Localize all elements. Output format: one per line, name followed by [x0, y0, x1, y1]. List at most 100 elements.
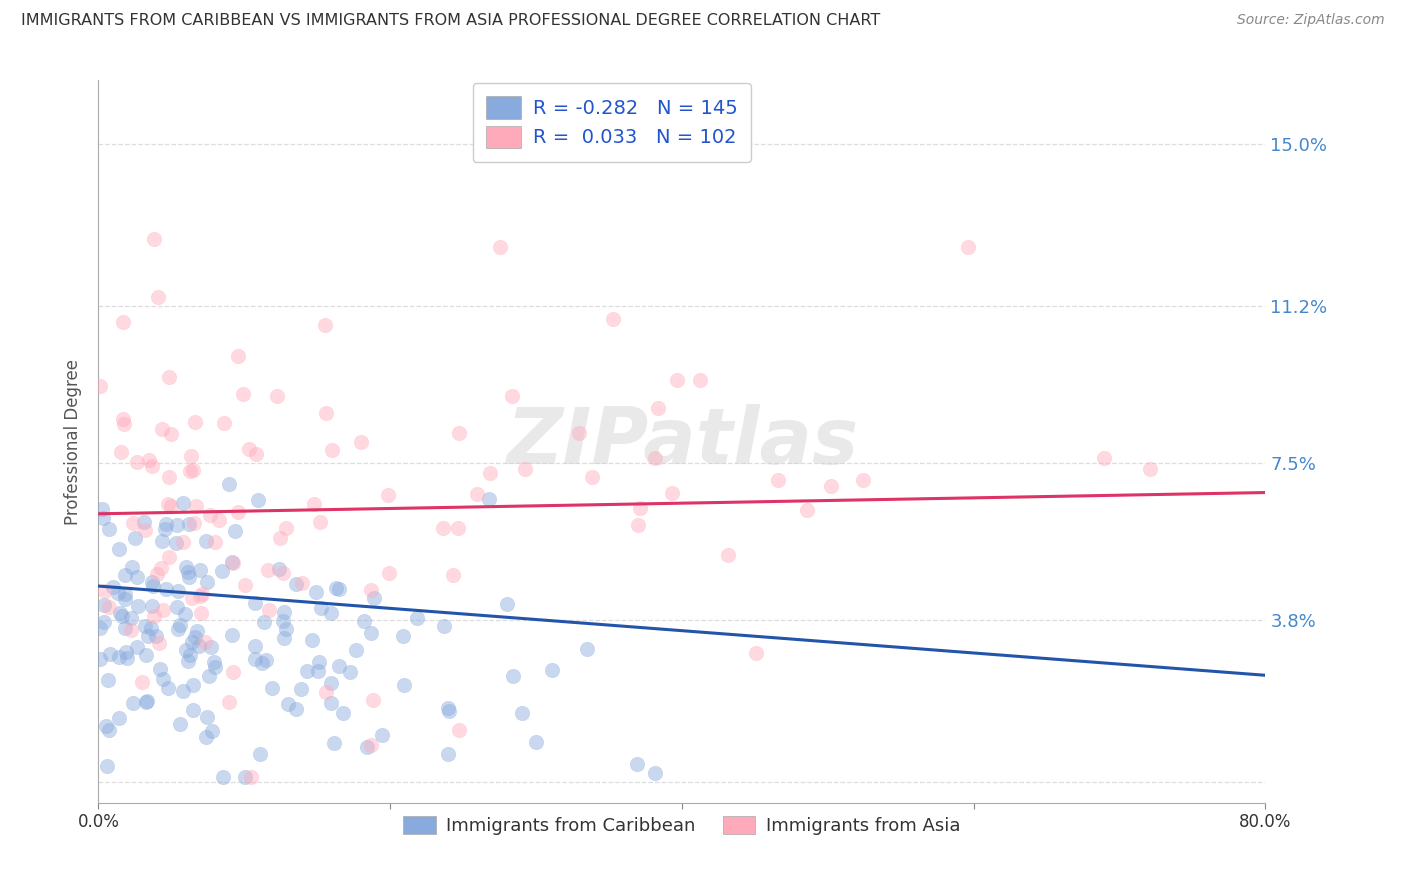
- Point: [269, 532, 291, 546]
- Point: [179, 516, 201, 531]
- Point: [155, 517, 177, 532]
- Point: [181, 678, 204, 692]
- Point: [325, 581, 347, 595]
- Point: [627, 518, 650, 533]
- Point: [122, 696, 145, 710]
- Point: [180, 635, 202, 649]
- Point: [391, 629, 413, 643]
- Point: [112, 315, 135, 329]
- Point: [125, 455, 148, 469]
- Point: [513, 462, 536, 476]
- Point: [165, 535, 187, 549]
- Point: [222, 556, 245, 570]
- Point: [186, 624, 208, 638]
- Point: [581, 469, 603, 483]
- Point: [360, 738, 382, 752]
- Point: [488, 240, 510, 254]
- Point: [378, 566, 401, 581]
- Point: [1092, 451, 1115, 466]
- Point: [134, 523, 156, 537]
- Point: [339, 665, 361, 680]
- Point: [117, 651, 139, 665]
- Point: [360, 583, 382, 598]
- Point: [449, 425, 471, 440]
- Point: [149, 561, 172, 575]
- Point: [96, 758, 118, 772]
- Point: [249, 747, 271, 761]
- Text: IMMIGRANTS FROM CARIBBEAN VS IMMIGRANTS FROM ASIA PROFESSIONAL DEGREE CORRELATIO: IMMIGRANTS FROM CARIBBEAN VS IMMIGRANTS …: [21, 13, 880, 29]
- Point: [150, 422, 173, 436]
- Point: [689, 373, 711, 387]
- Point: [371, 728, 394, 742]
- Point: [266, 389, 288, 403]
- Point: [89, 378, 111, 392]
- Point: [190, 606, 212, 620]
- Point: [114, 591, 136, 606]
- Point: [626, 756, 648, 771]
- Point: [181, 591, 204, 606]
- Point: [377, 488, 399, 502]
- Point: [353, 614, 375, 628]
- Point: [226, 505, 249, 519]
- Point: [238, 442, 260, 456]
- Point: [98, 723, 121, 738]
- Point: [644, 766, 666, 780]
- Point: [96, 719, 118, 733]
- Point: [221, 555, 243, 569]
- Point: [267, 562, 290, 576]
- Text: Source: ZipAtlas.com: Source: ZipAtlas.com: [1237, 13, 1385, 28]
- Point: [172, 535, 194, 549]
- Point: [328, 582, 350, 596]
- Point: [198, 508, 221, 522]
- Point: [309, 515, 332, 529]
- Point: [93, 615, 115, 629]
- Point: [166, 517, 188, 532]
- Point: [183, 516, 205, 531]
- Point: [295, 665, 318, 679]
- Point: [136, 629, 159, 643]
- Point: [478, 466, 501, 480]
- Point: [502, 668, 524, 682]
- Point: [148, 636, 170, 650]
- Point: [167, 584, 190, 599]
- Point: [820, 479, 842, 493]
- Point: [405, 610, 427, 624]
- Point: [437, 747, 460, 761]
- Point: [188, 640, 211, 654]
- Point: [93, 584, 115, 599]
- Point: [157, 370, 180, 384]
- Point: [437, 704, 460, 718]
- Point: [142, 579, 165, 593]
- Point: [146, 567, 169, 582]
- Point: [665, 373, 688, 387]
- Point: [314, 318, 336, 333]
- Point: [108, 542, 131, 557]
- Point: [141, 574, 163, 589]
- Point: [321, 443, 343, 458]
- Point: [302, 497, 325, 511]
- Point: [122, 516, 145, 530]
- Point: [202, 655, 225, 669]
- Point: [142, 608, 165, 623]
- Point: [188, 563, 211, 577]
- Point: [127, 599, 149, 613]
- Point: [259, 603, 281, 617]
- Point: [200, 640, 222, 654]
- Point: [315, 684, 337, 698]
- Y-axis label: Professional Degree: Professional Degree: [65, 359, 83, 524]
- Point: [101, 580, 124, 594]
- Point: [167, 622, 190, 636]
- Point: [441, 568, 464, 582]
- Point: [124, 531, 146, 545]
- Point: [239, 770, 262, 784]
- Point: [1139, 462, 1161, 476]
- Point: [245, 596, 267, 610]
- Point: [174, 643, 197, 657]
- Point: [647, 401, 669, 416]
- Point: [156, 497, 179, 511]
- Point: [360, 625, 382, 640]
- Point: [273, 631, 295, 645]
- Point: [150, 533, 173, 548]
- Point: [111, 609, 134, 624]
- Point: [363, 591, 385, 605]
